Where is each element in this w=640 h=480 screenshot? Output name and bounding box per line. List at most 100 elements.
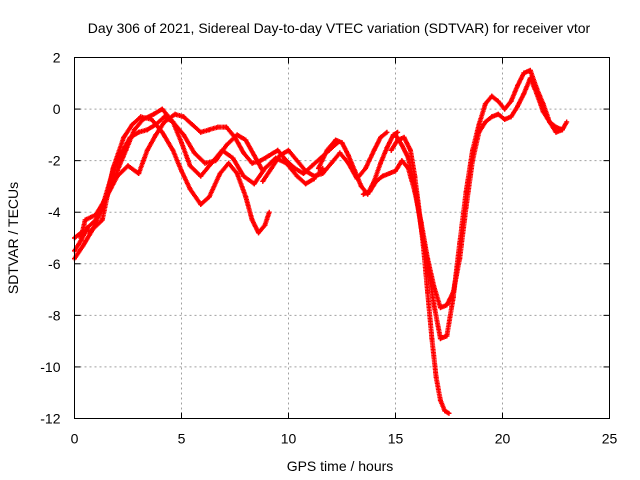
data-point (198, 173, 204, 179)
data-point (153, 132, 159, 138)
data-point (144, 147, 150, 153)
data-point (320, 165, 326, 171)
data-point (328, 160, 334, 166)
data-point (386, 171, 392, 177)
data-point (136, 171, 142, 177)
data-point (429, 336, 435, 342)
data-point (99, 217, 105, 223)
data-point (93, 217, 99, 223)
data-point (495, 98, 501, 104)
y-tick-label: -6 (48, 256, 61, 272)
data-point (129, 122, 135, 128)
data-point (527, 67, 533, 73)
data-point (91, 225, 97, 231)
data-point (425, 289, 431, 295)
y-tick-label: -8 (48, 307, 61, 323)
data-point (380, 173, 386, 179)
data-point (93, 212, 99, 218)
data-point (294, 173, 300, 179)
data-point (418, 225, 424, 231)
data-point (198, 201, 204, 207)
series-arc-1 (72, 114, 272, 241)
data-point (303, 168, 309, 174)
data-point (502, 106, 508, 112)
data-point (399, 142, 405, 148)
data-point (258, 158, 264, 164)
data-point (378, 134, 384, 140)
data-point (187, 186, 193, 192)
data-point (110, 168, 116, 174)
data-point (360, 191, 366, 197)
data-point (140, 116, 146, 122)
data-point (315, 165, 321, 171)
data-point (159, 129, 165, 135)
series-markers (316, 130, 400, 197)
plot-frame (74, 57, 610, 419)
y-tick-label: -4 (48, 204, 61, 220)
data-point (121, 134, 127, 140)
series-arc-7 (360, 75, 565, 311)
x-tick-label: 10 (281, 431, 297, 447)
data-point (433, 374, 439, 380)
data-point (337, 150, 343, 156)
data-point (243, 137, 249, 143)
data-point (358, 183, 364, 189)
data-point (243, 194, 249, 200)
data-point (378, 160, 384, 166)
data-point (444, 333, 450, 339)
data-point (393, 132, 398, 138)
x-axis-label: GPS time / hours (287, 458, 394, 474)
data-point (407, 147, 413, 153)
data-point (489, 93, 495, 99)
data-point (144, 127, 150, 133)
series-group (72, 67, 570, 416)
data-point (249, 160, 255, 166)
data-point (463, 189, 469, 195)
data-point (311, 173, 317, 179)
data-point (564, 119, 570, 125)
data-point (352, 168, 358, 174)
x-tick-label: 15 (388, 431, 404, 447)
data-point (151, 111, 157, 117)
data-point (123, 147, 129, 153)
data-point (260, 168, 266, 174)
data-point (181, 114, 187, 120)
series-arc-4 (78, 111, 341, 241)
data-point (514, 83, 520, 89)
series-arc-9 (393, 67, 570, 342)
data-point (384, 129, 390, 135)
data-point (559, 127, 565, 133)
data-point (534, 85, 540, 91)
data-point (476, 122, 482, 128)
data-point (309, 163, 315, 169)
data-point (213, 158, 219, 164)
data-point (159, 106, 165, 112)
data-point (172, 111, 178, 117)
data-point (300, 171, 306, 177)
y-axis-label: SDTVAR / TECUs (5, 182, 21, 294)
x-tick-label: 5 (178, 431, 186, 447)
y-tick-label: 0 (53, 101, 61, 117)
data-point (553, 129, 559, 135)
data-point (217, 171, 223, 177)
data-point (262, 222, 268, 228)
data-point (104, 194, 110, 200)
x-tick-label: 25 (602, 431, 618, 447)
data-point (367, 189, 373, 195)
data-point (437, 397, 443, 403)
series-markers (360, 75, 564, 311)
data-point (170, 147, 176, 153)
data-point (425, 261, 431, 267)
data-point (495, 111, 501, 117)
data-point (251, 181, 257, 187)
data-point (521, 70, 527, 76)
data-point (405, 155, 411, 161)
data-point (388, 147, 394, 153)
data-point (179, 140, 184, 146)
data-point (540, 101, 546, 107)
series-arc-3 (72, 106, 266, 254)
data-point (82, 217, 88, 223)
data-point (256, 230, 262, 236)
data-point (206, 194, 212, 200)
data-point (384, 145, 390, 151)
